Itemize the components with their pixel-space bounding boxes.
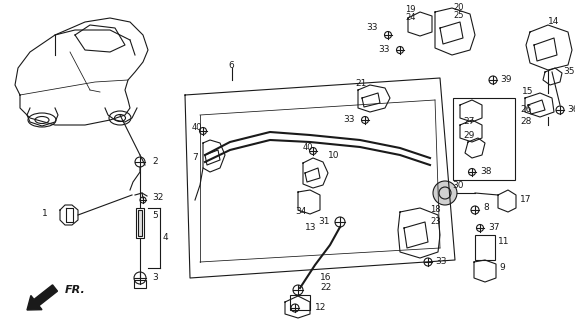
Text: 33: 33 [378, 45, 390, 54]
Text: 1: 1 [42, 209, 48, 218]
Text: 7: 7 [192, 154, 198, 163]
Text: 31: 31 [319, 218, 330, 227]
Text: 40: 40 [303, 143, 313, 153]
Text: 3: 3 [152, 274, 158, 283]
Text: 36: 36 [567, 106, 575, 115]
Bar [453, 98, 515, 180]
Text: 22: 22 [320, 284, 331, 292]
Text: 33: 33 [366, 23, 378, 33]
Text: 33: 33 [343, 116, 355, 124]
Text: 13: 13 [305, 223, 316, 233]
Bar [138, 210, 142, 236]
Bar [475, 235, 495, 260]
Text: 8: 8 [483, 204, 489, 212]
Text: 38: 38 [480, 167, 492, 177]
Text: 14: 14 [548, 18, 559, 27]
Text: 27: 27 [463, 117, 474, 126]
FancyArrow shape [27, 285, 58, 310]
Text: 16: 16 [320, 274, 332, 283]
Text: 34: 34 [295, 207, 306, 217]
Text: 21: 21 [355, 79, 366, 89]
Bar [136, 208, 144, 238]
Text: 4: 4 [163, 234, 168, 243]
Text: 19: 19 [405, 4, 416, 13]
Text: 33: 33 [435, 258, 447, 267]
Text: 24: 24 [405, 13, 416, 22]
Text: 29: 29 [463, 131, 474, 140]
Text: 10: 10 [328, 151, 339, 161]
Text: 35: 35 [563, 68, 574, 76]
Text: 37: 37 [488, 223, 500, 233]
Text: 12: 12 [315, 303, 327, 313]
Text: 30: 30 [452, 180, 463, 189]
Text: 9: 9 [499, 263, 505, 273]
Bar [134, 280, 146, 288]
Text: 23: 23 [430, 218, 440, 227]
Text: 15: 15 [522, 87, 534, 97]
Text: 20: 20 [453, 3, 463, 12]
Text: 25: 25 [453, 12, 463, 20]
Text: 17: 17 [520, 196, 531, 204]
Text: 28: 28 [520, 117, 531, 126]
Text: 2: 2 [152, 157, 158, 166]
Text: 32: 32 [152, 194, 163, 203]
Circle shape [433, 181, 457, 205]
Text: 11: 11 [498, 237, 509, 246]
Text: 5: 5 [152, 211, 158, 220]
Text: 39: 39 [500, 76, 512, 84]
Text: 26: 26 [520, 106, 531, 115]
Text: 40: 40 [192, 124, 202, 132]
Text: 6: 6 [228, 60, 234, 69]
Text: FR.: FR. [65, 285, 86, 295]
Text: 18: 18 [430, 205, 440, 214]
Bar [290, 295, 310, 310]
